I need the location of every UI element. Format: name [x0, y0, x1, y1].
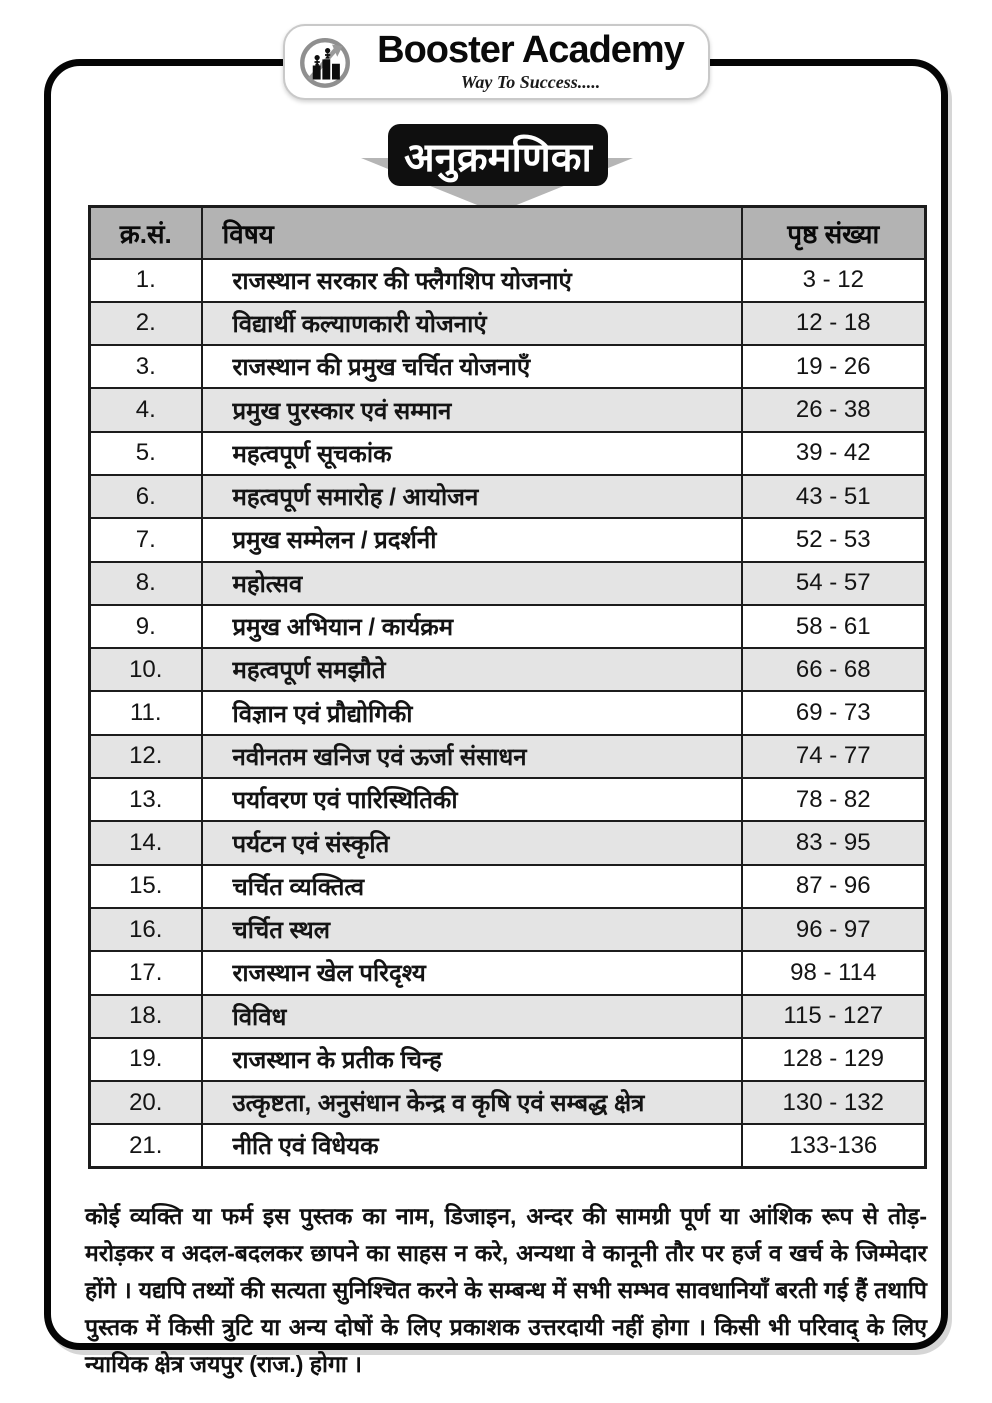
climbers-growth-arrow-icon: [297, 34, 353, 90]
table-row: 5. महत्वपूर्ण सूचकांक 39 - 42: [88, 430, 927, 476]
toc-cell-subject: विद्यार्थी कल्याणकारी योजनाएं: [200, 300, 743, 347]
publisher-disclaimer: कोई व्यक्ति या फर्म इस पुस्तक का नाम, डि…: [85, 1203, 927, 1377]
column-header-pages: पृष्ठ संख्या: [740, 205, 927, 260]
toc-cell-subject: प्रमुख पुरस्कार एवं सम्मान: [200, 387, 743, 433]
toc-cell-subject: राजस्थान की प्रमुख चर्चित योजनाएँ: [200, 344, 743, 390]
toc-cell-serial: 19.: [88, 1036, 203, 1083]
table-row: 13. पर्यावरण एवं पारिस्थितिकी 78 - 82: [88, 777, 927, 823]
table-row: 9. प्रमुख अभियान / कार्यक्रम 58 - 61: [88, 603, 927, 650]
table-row: 15. चर्चित व्यक्तित्व 87 - 96: [88, 863, 927, 909]
toc-cell-subject: महत्वपूर्ण समारोह / आयोजन: [200, 473, 743, 520]
table-row: 18. विविध 115 - 127: [88, 993, 927, 1039]
toc-cell-subject: राजस्थान सरकार की फ्लैगशिप योजनाएं: [200, 257, 743, 303]
brand-text-block: Booster Academy Way To Success.....: [363, 29, 698, 93]
toc-table: क्र.सं. विषय पृष्ठ संख्या 1. राजस्थान सरक…: [88, 205, 927, 1170]
toc-cell-serial: 13.: [88, 777, 203, 823]
table-row: 3. राजस्थान की प्रमुख चर्चित योजनाएँ 19 - …: [88, 344, 927, 390]
brand-tagline: Way To Success.....: [460, 71, 601, 92]
table-row: 7. प्रमुख सम्मेलन / प्रदर्शनी 52 - 53: [88, 517, 927, 563]
toc-cell-pages: 43 - 51: [740, 473, 927, 520]
toc-cell-pages: 130 - 132: [740, 1080, 927, 1126]
table-row: 2. विद्यार्थी कल्याणकारी योजनाएं 12 - 18: [88, 300, 927, 347]
table-row: 11. विज्ञान एवं प्रौद्योगिकी 69 - 73: [88, 690, 927, 736]
toc-cell-pages: 98 - 114: [740, 950, 927, 996]
toc-cell-subject: महोत्सव: [200, 560, 743, 606]
toc-cell-subject: महत्वपूर्ण सूचकांक: [200, 430, 743, 476]
toc-cell-pages: 69 - 73: [740, 690, 927, 736]
toc-cell-serial: 6.: [88, 473, 203, 520]
toc-cell-pages: 115 - 127: [740, 993, 927, 1039]
toc-cell-pages: 54 - 57: [740, 560, 927, 606]
toc-cell-pages: 87 - 96: [740, 863, 927, 909]
toc-cell-pages: 96 - 97: [740, 906, 927, 953]
toc-cell-subject: नवीनतम खनिज एवं ऊर्जा संसाधन: [200, 733, 743, 780]
table-row: 20. उत्कृष्टता, अनुसंधान केन्द्र व कृषि ए…: [88, 1080, 927, 1126]
toc-cell-serial: 9.: [88, 603, 203, 650]
table-row: 10. महत्वपूर्ण समझौते 66 - 68: [88, 647, 927, 693]
table-row: 4. प्रमुख पुरस्कार एवं सम्मान 26 - 38: [88, 387, 927, 433]
table-row: 17. राजस्थान खेल परिदृश्य 98 - 114: [88, 950, 927, 996]
toc-cell-subject: विविध: [200, 993, 743, 1039]
toc-cell-pages: 66 - 68: [740, 647, 927, 693]
toc-cell-subject: चर्चित स्थल: [200, 906, 743, 953]
toc-cell-serial: 5.: [88, 430, 203, 476]
toc-cell-serial: 15.: [88, 863, 203, 909]
toc-cell-serial: 18.: [88, 993, 203, 1039]
toc-cell-subject: राजस्थान खेल परिदृश्य: [200, 950, 743, 996]
toc-cell-serial: 20.: [88, 1080, 203, 1126]
toc-cell-serial: 21.: [88, 1123, 203, 1169]
table-row: 21. नीति एवं विधेयक 133-136: [88, 1123, 927, 1169]
toc-cell-subject: उत्कृष्टता, अनुसंधान केन्द्र व कृषि एवं …: [200, 1080, 743, 1126]
table-row: 19. राजस्थान के प्रतीक चिन्ह 128 - 129: [88, 1036, 927, 1083]
toc-cell-serial: 2.: [88, 300, 203, 347]
toc-cell-subject: प्रमुख सम्मेलन / प्रदर्शनी: [200, 517, 743, 563]
toc-cell-pages: 19 - 26: [740, 344, 927, 390]
brand-logo-pill: Booster Academy Way To Success.....: [283, 24, 710, 100]
table-row: 1. राजस्थान सरकार की फ्लैगशिप योजनाएं 3 - …: [88, 257, 927, 303]
toc-cell-pages: 78 - 82: [740, 777, 927, 823]
toc-cell-subject: महत्वपूर्ण समझौते: [200, 647, 743, 693]
toc-cell-pages: 3 - 12: [740, 257, 927, 303]
toc-cell-pages: 128 - 129: [740, 1036, 927, 1083]
toc-cell-pages: 26 - 38: [740, 387, 927, 433]
toc-cell-pages: 83 - 95: [740, 820, 927, 866]
column-header-serial: क्र.सं.: [88, 205, 203, 260]
brand-name: Booster Academy: [377, 29, 685, 72]
toc-cell-serial: 1.: [88, 257, 203, 303]
page-title: अनुक्रमणिका: [388, 124, 608, 186]
toc-cell-pages: 12 - 18: [740, 300, 927, 347]
toc-cell-pages: 74 - 77: [740, 733, 927, 780]
toc-cell-serial: 17.: [88, 950, 203, 996]
toc-cell-serial: 3.: [88, 344, 203, 390]
table-row: 6. महत्वपूर्ण समारोह / आयोजन 43 - 51: [88, 473, 927, 520]
toc-cell-subject: प्रमुख अभियान / कार्यक्रम: [200, 603, 743, 650]
toc-cell-serial: 14.: [88, 820, 203, 866]
toc-cell-subject: पर्यावरण एवं पारिस्थितिकी: [200, 777, 743, 823]
toc-cell-serial: 8.: [88, 560, 203, 606]
toc-cell-pages: 39 - 42: [740, 430, 927, 476]
toc-cell-serial: 16.: [88, 906, 203, 953]
toc-cell-subject: विज्ञान एवं प्रौद्योगिकी: [200, 690, 743, 736]
toc-cell-subject: पर्यटन एवं संस्कृति: [200, 820, 743, 866]
toc-cell-subject: चर्चित व्यक्तित्व: [200, 863, 743, 909]
column-header-subject: विषय: [200, 205, 743, 260]
toc-cell-serial: 12.: [88, 733, 203, 780]
table-row: 14. पर्यटन एवं संस्कृति 83 - 95: [88, 820, 927, 866]
toc-cell-serial: 4.: [88, 387, 203, 433]
table-row: 8. महोत्सव 54 - 57: [88, 560, 927, 606]
toc-header-row: क्र.सं. विषय पृष्ठ संख्या: [88, 205, 927, 260]
table-row: 12. नवीनतम खनिज एवं ऊर्जा संसाधन 74 - 77: [88, 733, 927, 780]
toc-cell-serial: 11.: [88, 690, 203, 736]
toc-cell-serial: 10.: [88, 647, 203, 693]
table-row: 16. चर्चित स्थल 96 - 97: [88, 906, 927, 953]
toc-cell-pages: 52 - 53: [740, 517, 927, 563]
toc-cell-subject: नीति एवं विधेयक: [200, 1123, 743, 1169]
toc-cell-pages: 133-136: [740, 1123, 927, 1169]
toc-cell-serial: 7.: [88, 517, 203, 563]
toc-cell-subject: राजस्थान के प्रतीक चिन्ह: [200, 1036, 743, 1083]
toc-cell-pages: 58 - 61: [740, 603, 927, 650]
